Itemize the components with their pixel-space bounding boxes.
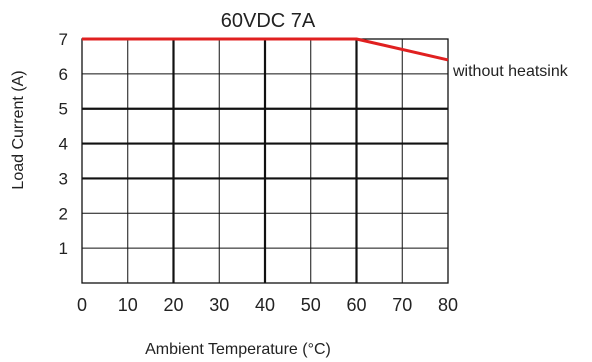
x-axis-label: Ambient Temperature (°C) <box>145 341 331 358</box>
y-tick-label: 6 <box>59 65 68 84</box>
y-tick-label: 7 <box>59 30 68 49</box>
x-tick-label: 0 <box>77 295 87 315</box>
series-layer <box>82 37 449 62</box>
y-tick-label: 3 <box>59 169 68 188</box>
x-tick-label: 50 <box>301 295 321 315</box>
x-tick-label: 60 <box>346 295 366 315</box>
chart-title: 60VDC 7A <box>221 10 316 32</box>
x-tick-label: 40 <box>255 295 275 315</box>
y-tick-label: 1 <box>59 239 68 258</box>
x-tick-label: 20 <box>163 295 183 315</box>
y-axis-label: Load Current (A) <box>10 70 27 189</box>
y-tick-label: 4 <box>59 135 68 154</box>
x-tick-label: 10 <box>118 295 138 315</box>
y-tick-label: 2 <box>59 204 68 223</box>
x-tick-label: 80 <box>438 295 458 315</box>
series-line <box>82 37 449 62</box>
chart-grid <box>81 38 449 284</box>
chart-labels: 60VDC 7A Ambient Temperature (°C) Load C… <box>10 10 569 358</box>
x-tick-label: 70 <box>392 295 412 315</box>
y-tick-label: 5 <box>59 100 68 119</box>
series-label: without heatsink <box>452 63 569 80</box>
x-tick-label: 30 <box>209 295 229 315</box>
